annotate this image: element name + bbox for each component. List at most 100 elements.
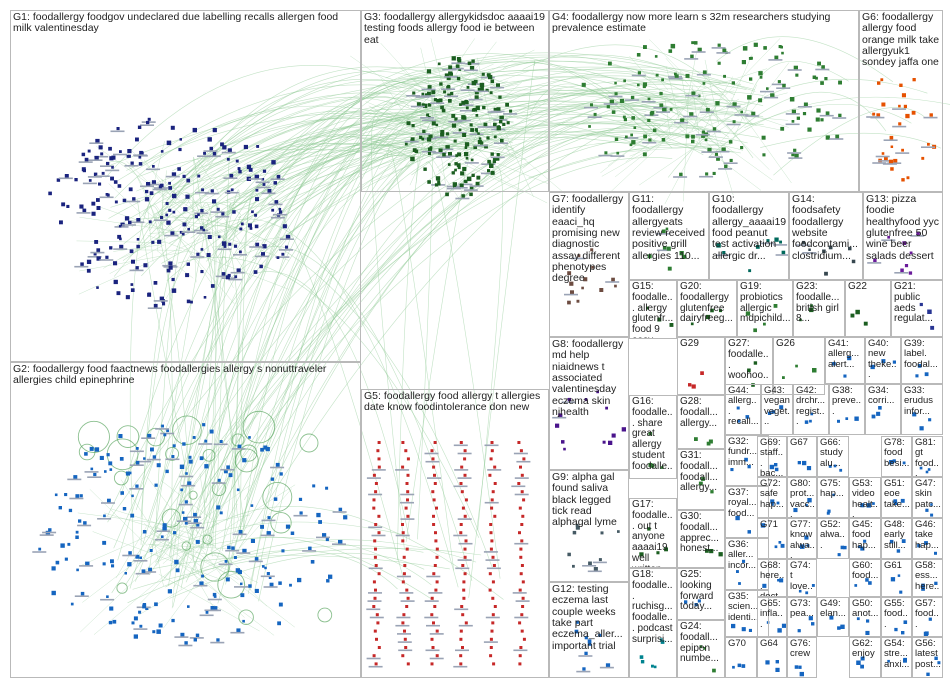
node <box>144 197 150 202</box>
node <box>521 580 525 584</box>
node <box>888 159 894 164</box>
node <box>253 270 258 274</box>
node-caption <box>516 460 531 463</box>
group-g71: G71 <box>757 518 787 559</box>
edge <box>212 503 238 570</box>
node <box>799 671 804 677</box>
node <box>567 397 571 402</box>
node-caption <box>485 559 500 561</box>
node <box>901 539 906 543</box>
node <box>166 220 171 225</box>
node <box>889 460 894 465</box>
node <box>463 555 467 559</box>
node <box>184 521 188 525</box>
node <box>149 549 153 552</box>
node <box>441 108 446 113</box>
node <box>691 134 695 139</box>
node-caption <box>206 155 221 158</box>
edge <box>599 131 707 149</box>
node-caption <box>190 526 205 529</box>
node-caption <box>195 191 210 194</box>
node-caption <box>785 123 800 126</box>
node <box>807 498 812 503</box>
node <box>651 664 654 668</box>
edge <box>241 155 420 538</box>
node <box>820 81 824 85</box>
node <box>236 628 241 633</box>
edge <box>209 204 237 518</box>
node <box>722 251 726 255</box>
node <box>614 81 617 85</box>
group-label-g20: G20: foodallergy glutenfree dairyfreeg..… <box>680 281 733 325</box>
node <box>685 73 690 78</box>
node <box>106 161 110 166</box>
edge <box>157 170 167 251</box>
node <box>702 82 706 85</box>
node-caption <box>426 624 440 627</box>
node <box>489 91 493 95</box>
node-caption <box>79 565 94 567</box>
node <box>748 269 752 273</box>
node-caption <box>210 641 225 644</box>
node <box>401 441 405 444</box>
node <box>796 116 800 120</box>
node-caption <box>685 94 700 97</box>
node-caption <box>178 644 193 647</box>
node <box>741 664 746 668</box>
group-g3: G3: foodallergy allergykidsdoc aaaai19 t… <box>361 10 549 192</box>
node <box>802 112 807 116</box>
node <box>404 449 408 453</box>
node-caption <box>82 182 97 185</box>
node-caption <box>653 106 668 109</box>
node-caption <box>443 76 458 78</box>
node <box>493 514 497 518</box>
node <box>375 613 379 617</box>
node <box>139 150 143 155</box>
node-caption <box>368 526 383 529</box>
group-label-g16: G16: foodalle... share great allergy stu… <box>632 396 673 479</box>
node-caption <box>441 88 456 90</box>
node <box>462 166 467 171</box>
node <box>88 179 92 182</box>
node <box>926 672 930 676</box>
node <box>800 544 805 549</box>
node <box>475 114 479 117</box>
node-caption <box>469 185 484 187</box>
edge <box>719 123 738 143</box>
edge <box>432 52 756 92</box>
node-caption <box>474 90 489 93</box>
node <box>584 636 588 640</box>
edge <box>201 245 215 275</box>
node <box>185 194 190 199</box>
node <box>815 76 818 80</box>
group-label-g17: G17: foodalle... out t anyone aaaai19 we… <box>632 499 673 567</box>
node <box>865 630 870 635</box>
node <box>267 189 272 193</box>
edge <box>92 531 220 580</box>
group-g81: G81: gt food... <box>912 436 943 477</box>
node-caption <box>787 152 802 154</box>
node-caption <box>424 616 439 619</box>
node <box>771 410 775 414</box>
node <box>94 240 99 244</box>
node <box>637 71 641 75</box>
edge <box>508 72 754 159</box>
node <box>905 113 910 119</box>
node <box>421 92 425 96</box>
node <box>406 473 410 477</box>
edge <box>214 60 684 203</box>
node <box>180 632 185 637</box>
node <box>604 151 608 155</box>
node-caption <box>395 469 410 471</box>
edge <box>387 149 455 571</box>
node-caption <box>140 185 154 188</box>
node <box>235 568 240 573</box>
node <box>239 250 242 254</box>
node-caption <box>494 142 508 144</box>
node-caption <box>400 493 415 496</box>
node <box>753 42 758 47</box>
node <box>432 572 436 576</box>
node <box>200 248 204 251</box>
node <box>254 174 259 180</box>
node <box>856 660 861 665</box>
